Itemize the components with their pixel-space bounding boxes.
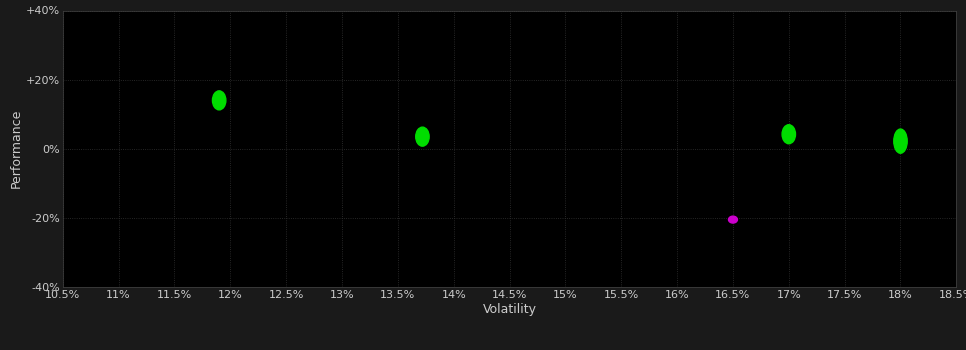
Ellipse shape bbox=[728, 216, 737, 223]
Ellipse shape bbox=[213, 91, 226, 110]
Ellipse shape bbox=[415, 127, 429, 146]
Ellipse shape bbox=[782, 125, 795, 144]
Y-axis label: Performance: Performance bbox=[10, 109, 23, 188]
Ellipse shape bbox=[894, 129, 907, 153]
X-axis label: Volatility: Volatility bbox=[483, 302, 536, 316]
